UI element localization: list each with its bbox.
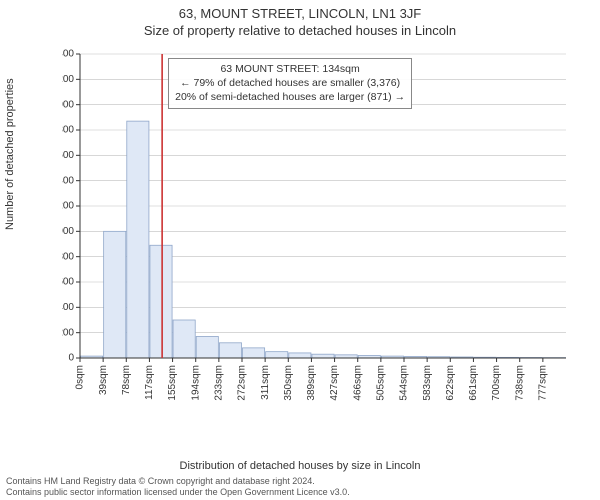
annotation-line-3: 20% of semi-detached houses are larger (… (175, 90, 405, 104)
svg-text:2000: 2000 (62, 99, 74, 110)
footer-line-1: Contains HM Land Registry data © Crown c… (6, 476, 350, 487)
svg-text:78sqm: 78sqm (121, 365, 132, 395)
chart-container: { "titles": { "line1": "63, MOUNT STREET… (0, 0, 600, 500)
svg-text:777sqm: 777sqm (537, 365, 548, 401)
svg-text:117sqm: 117sqm (144, 365, 155, 400)
chart-titles: 63, MOUNT STREET, LINCOLN, LN1 3JF Size … (0, 0, 600, 38)
svg-text:155sqm: 155sqm (167, 365, 178, 401)
svg-text:661sqm: 661sqm (468, 365, 479, 401)
footer: Contains HM Land Registry data © Crown c… (6, 476, 350, 499)
y-axis-label: Number of detached properties (4, 78, 16, 230)
svg-text:233sqm: 233sqm (213, 365, 224, 401)
svg-text:1800: 1800 (62, 125, 74, 136)
svg-text:600: 600 (62, 277, 74, 288)
svg-text:622sqm: 622sqm (445, 365, 456, 401)
svg-text:1000: 1000 (62, 226, 74, 237)
annotation-box: 63 MOUNT STREET: 134sqm ← 79% of detache… (168, 58, 412, 109)
svg-text:505sqm: 505sqm (375, 365, 386, 401)
svg-text:544sqm: 544sqm (399, 365, 410, 401)
svg-text:800: 800 (62, 251, 74, 262)
subtitle: Size of property relative to detached ho… (0, 23, 600, 38)
svg-text:1400: 1400 (62, 175, 74, 186)
svg-text:1200: 1200 (62, 201, 74, 212)
svg-text:200: 200 (62, 327, 74, 338)
svg-text:400: 400 (62, 302, 74, 313)
plot-area: 0 200 400 600 800 1000 1200 1400 1600 1800 2000 220… (62, 48, 572, 418)
address-title: 63, MOUNT STREET, LINCOLN, LN1 3JF (0, 6, 600, 21)
svg-text:700sqm: 700sqm (491, 365, 502, 401)
svg-text:0: 0 (68, 353, 74, 364)
svg-text:738sqm: 738sqm (514, 365, 525, 401)
x-axis-label: Distribution of detached houses by size … (0, 460, 600, 472)
svg-text:2200: 2200 (62, 74, 74, 85)
svg-text:1600: 1600 (62, 150, 74, 161)
svg-text:2400: 2400 (62, 49, 74, 60)
svg-text:0sqm: 0sqm (75, 365, 86, 389)
svg-text:39sqm: 39sqm (98, 365, 109, 395)
svg-text:389sqm: 389sqm (306, 365, 317, 401)
footer-line-2: Contains public sector information licen… (6, 487, 350, 498)
svg-text:427sqm: 427sqm (329, 365, 340, 401)
annotation-line-1: 63 MOUNT STREET: 134sqm (175, 62, 405, 76)
annotation-line-2: ← 79% of detached houses are smaller (3,… (175, 76, 405, 90)
svg-text:272sqm: 272sqm (237, 365, 248, 401)
svg-text:466sqm: 466sqm (352, 365, 363, 401)
svg-text:583sqm: 583sqm (422, 365, 433, 401)
svg-text:350sqm: 350sqm (283, 365, 294, 401)
svg-text:194sqm: 194sqm (190, 365, 201, 401)
svg-text:311sqm: 311sqm (260, 365, 271, 400)
